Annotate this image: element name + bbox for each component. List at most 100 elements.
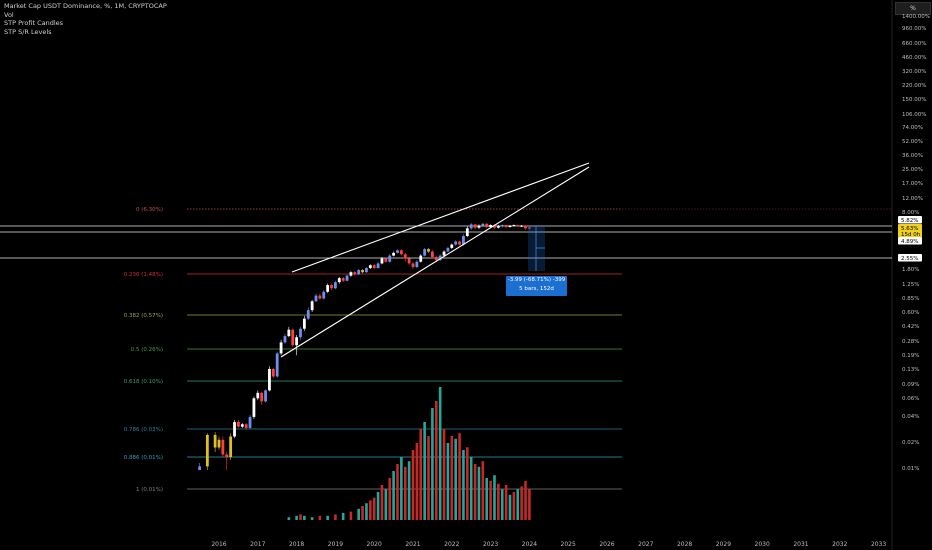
volume-bar [349,511,353,520]
candle-body [248,416,252,428]
fib-level-label: 0 (6.30%) [136,207,163,213]
candle-body [489,225,492,227]
y-tick-label: 1400.00% [902,14,930,20]
price-label-bg [898,254,922,262]
candle-body [310,301,314,311]
measure-duration: 5 bars, 152d [519,286,554,292]
wedge-lower-trendline [280,166,590,358]
candle-body [213,434,217,448]
x-tick-label: 2023 [483,541,498,548]
candle-body [264,390,267,402]
candle-body [275,353,279,377]
fib-level-label: 0.618 (0.10%) [124,379,163,385]
x-tick-label: 2025 [561,541,576,548]
volume-bar [411,450,415,520]
measure-range [528,226,545,271]
candle-body [365,268,368,273]
candle-body [295,337,298,346]
volume-bar [376,492,380,520]
volume-bar [431,408,434,520]
y-tick-label: 52.00% [902,139,923,145]
volume-bar [334,514,337,520]
y-tick-label: 150.00% [902,97,926,103]
volume-bar [512,492,516,520]
chart-legend: Market Cap USDT Dominance, %, 1M, CRYPTO… [4,2,167,36]
legend-title[interactable]: Market Cap USDT Dominance, %, 1M, CRYPTO… [4,2,167,10]
volume-bar [361,506,364,520]
volume-bar [458,433,461,520]
volume-bar [434,401,438,520]
candle-body [341,278,345,281]
volume-bar [419,429,423,520]
volume-bar [520,486,523,520]
x-tick-label: 2018 [289,541,304,548]
volume-bar [528,489,531,520]
volume-bar [477,466,481,520]
candle-body [504,225,508,227]
volume-bar [442,429,446,520]
candle-body [314,295,318,302]
candle-body [268,368,271,391]
volume-bar [341,513,345,520]
candle-body [508,225,512,227]
volume-bar [384,489,388,520]
candle-body [237,422,240,427]
y-tick-label: 17.00% [902,181,923,187]
candle-body [322,291,326,299]
price-label: 15d 0h [901,232,921,238]
y-tick-label: 12.00% [902,196,923,202]
price-label: 2.55% [901,256,918,262]
volume-bar [396,464,399,520]
volume-bar [454,438,457,520]
legend-indicator-vol[interactable]: Vol [4,10,14,19]
legend-indicator-profit-candles[interactable]: STP Profit Candles [4,19,64,28]
wedge-upper-trendline [291,162,590,273]
volume-bar [489,480,492,520]
volume-bar [415,443,419,520]
measure-tooltip: -3.99 (-68.71%) -399 5 bars, 152d [506,276,567,296]
volume-bar [446,443,450,520]
candle-body [419,255,423,262]
y-tick-label: 0.06% [902,396,919,402]
y-tick-label: 74.00% [902,125,923,131]
price-label: 5.82% [901,218,918,224]
y-tick-label: 460.00% [902,55,926,61]
candle-body [396,250,399,253]
candle-body [520,225,524,227]
candle-body [279,342,283,354]
candle-body [485,223,489,227]
y-tick-label: 960.00% [902,26,926,32]
volume-bar [508,494,512,520]
volume-bar [365,503,368,520]
fib-level-label: 0.236 (1.48%) [124,272,163,278]
y-tick-label: 0.85% [902,296,919,302]
y-tick-label: 0.28% [902,339,919,345]
y-tick-label: 8.00% [902,210,919,216]
candle-body [415,261,419,268]
volume-bar [493,475,496,520]
legend-indicator-sr-levels[interactable]: STP S/R Levels [4,27,52,36]
volume-bar [318,515,322,520]
y-tick-label: 0.42% [902,324,919,330]
x-tick-label: 2026 [599,541,614,548]
candle-body [477,225,481,228]
x-tick-label: 2022 [444,541,459,548]
price-label: 4.89% [901,239,918,245]
candle-body [291,329,295,346]
candle-body [434,257,438,261]
x-tick-label: 2020 [367,541,382,548]
price-label-bg [898,230,922,238]
y-tick-label: 320.00% [902,69,926,75]
volume-bar [407,461,411,520]
candle-body [465,228,469,237]
scale-mode-button[interactable]: % [895,2,931,15]
y-tick-label: 0.13% [902,367,919,373]
volume-bar [303,515,306,520]
x-tick-label: 2017 [250,541,265,548]
candle-body [380,258,384,264]
candle-body [368,265,372,269]
volume-bar [392,471,395,520]
y-tick-label: 0.02% [902,440,919,446]
candle-body [438,255,442,261]
